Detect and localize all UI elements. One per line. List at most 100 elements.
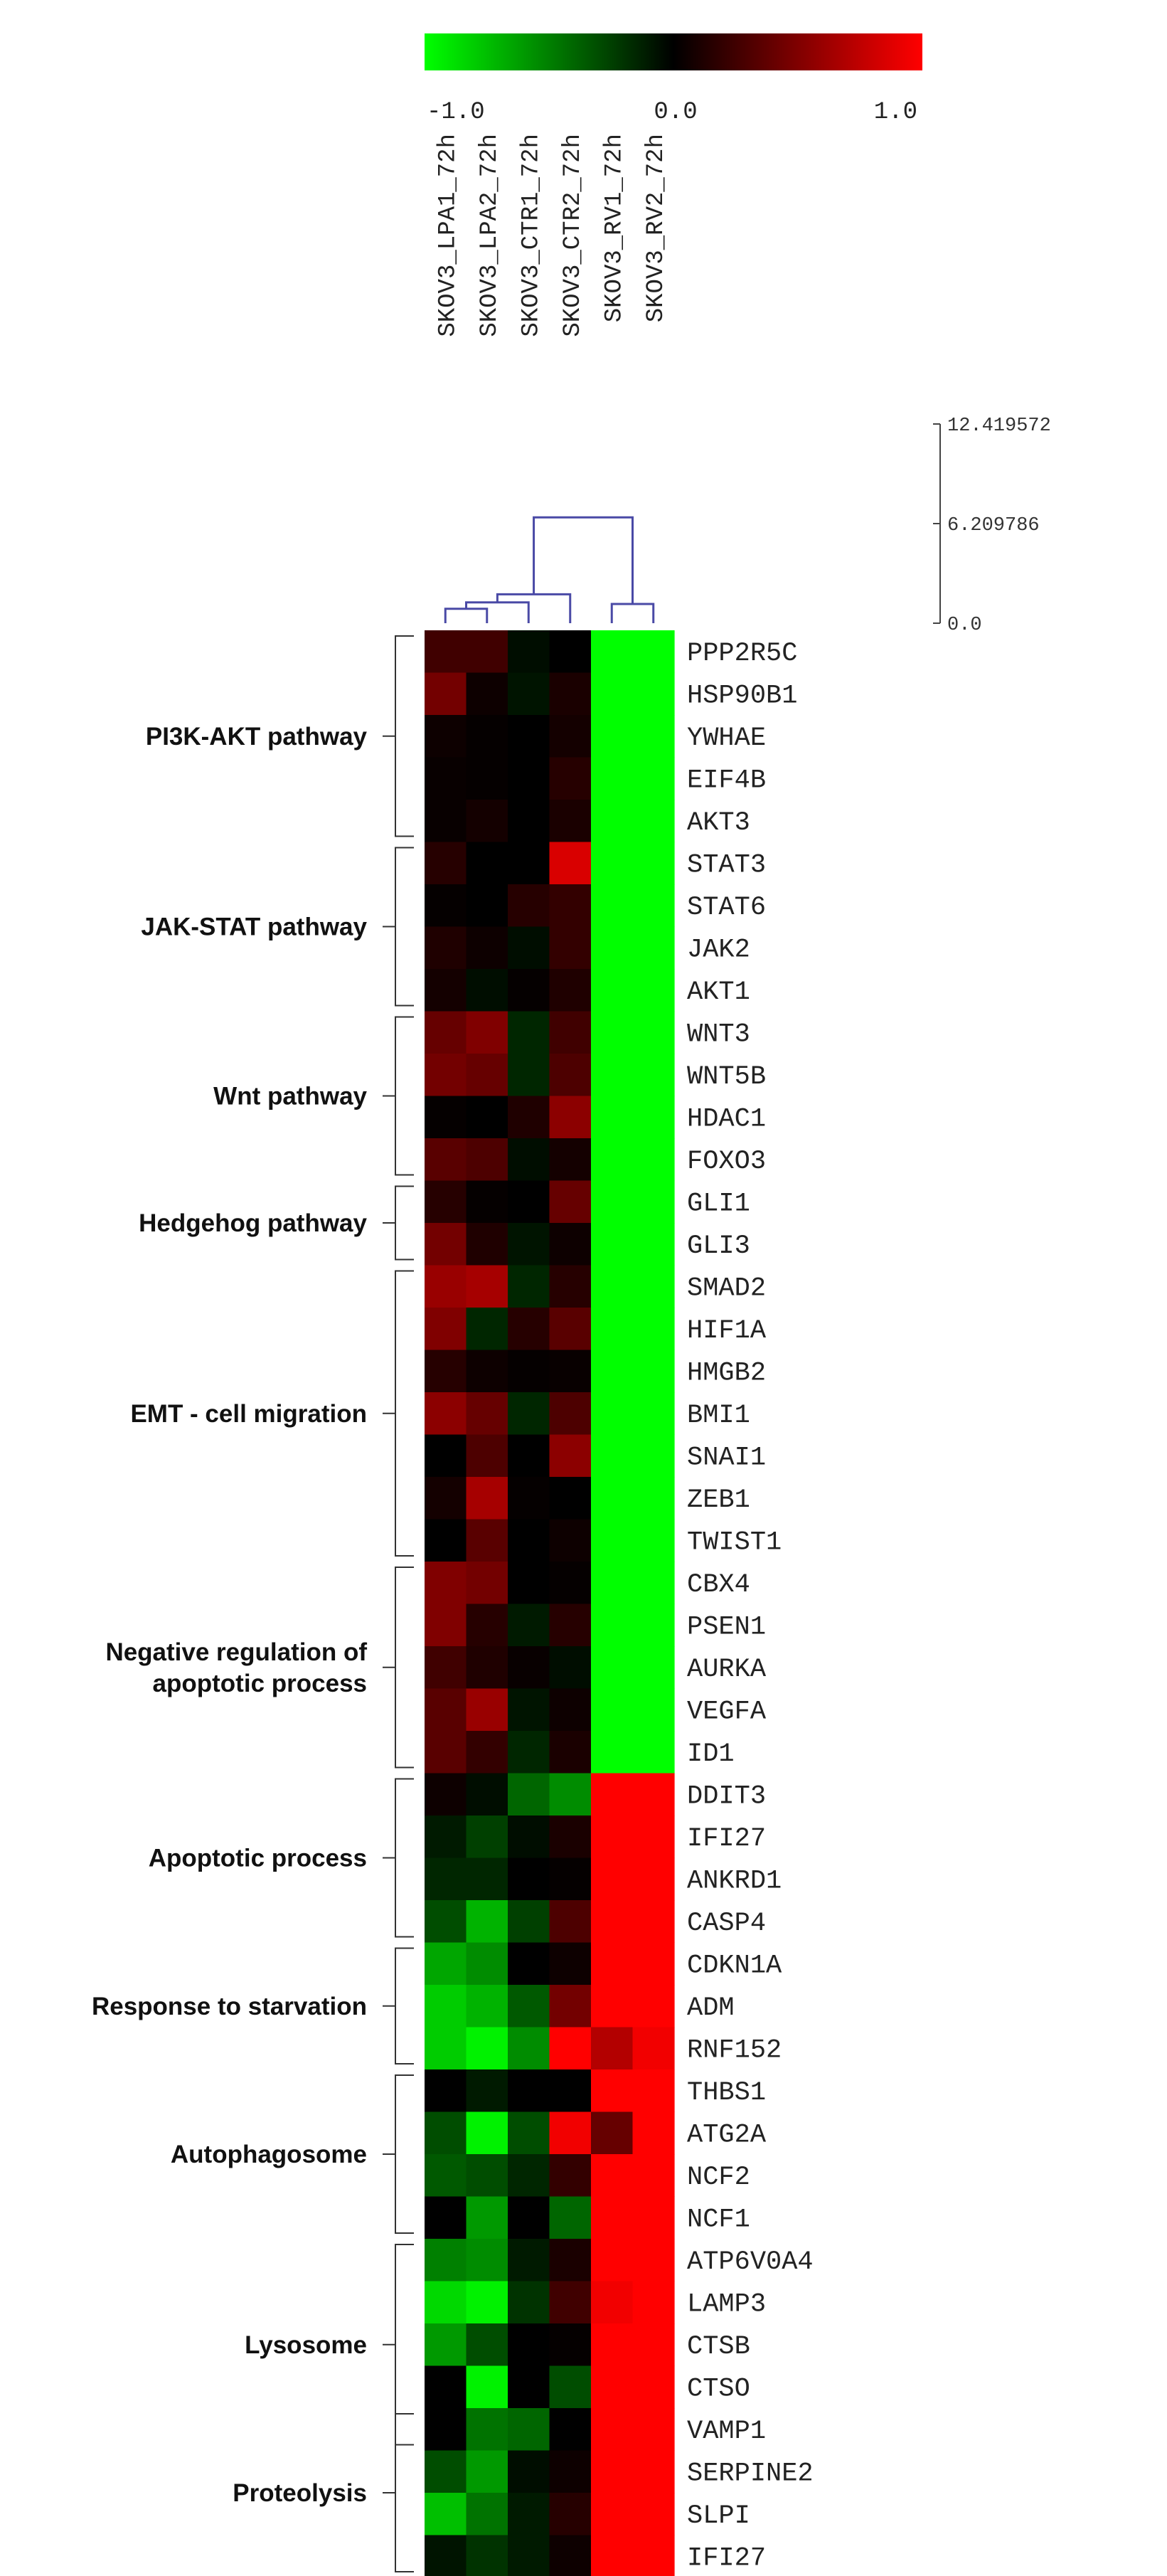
row-label: ADM (687, 1993, 735, 2023)
heatmap-cell (549, 1434, 592, 1478)
heatmap-cell (425, 1223, 467, 1266)
heatmap-cell (632, 1688, 675, 1732)
heatmap-cell (632, 800, 675, 843)
heatmap-cell (466, 1816, 508, 1859)
heatmap-cell (591, 1138, 634, 1182)
heatmap-cell (508, 2154, 550, 2198)
heatmap-cell (466, 1562, 508, 1605)
heatmap-cell (591, 1604, 634, 1647)
heatmap-cell (549, 1054, 592, 1097)
row-label: HSP90B1 (687, 681, 797, 711)
heatmap-cell (632, 2196, 675, 2240)
heatmap-cell (508, 1223, 550, 1266)
heatmap-cell (508, 842, 550, 885)
heatmap-cell (466, 1646, 508, 1690)
heatmap-cell (549, 800, 592, 843)
heatmap-cell (549, 715, 592, 758)
heatmap-cell (632, 969, 675, 1012)
heatmap-cell (591, 2493, 634, 2536)
heatmap-cell (632, 2239, 675, 2282)
heatmap-cell (549, 2027, 592, 2070)
row-label: SNAI1 (687, 1443, 766, 1473)
heatmap-cells (425, 630, 675, 2576)
heatmap-cell (549, 2408, 592, 2452)
heatmap-cell (425, 1477, 467, 1520)
row-label: CTSB (687, 2332, 750, 2362)
heatmap-cell (632, 1900, 675, 1944)
heatmap-cell (632, 1731, 675, 1774)
heatmap-cell (508, 1138, 550, 1182)
heatmap-cell (425, 1900, 467, 1944)
heatmap-cell (591, 1011, 634, 1054)
row-label: VEGFA (687, 1697, 767, 1727)
heatmap-cell (425, 1054, 467, 1097)
row-label: ID1 (687, 1739, 735, 1769)
row-group-label: Apoptotic process (149, 1845, 367, 1872)
heatmap-cell (549, 1900, 592, 1944)
heatmap-cell (632, 1604, 675, 1647)
heatmap-cell (549, 1519, 592, 1562)
heatmap-cell (466, 1265, 508, 1308)
row-label: ATP6V0A4 (687, 2247, 814, 2277)
heatmap-cell (425, 2111, 467, 2155)
heatmap-cell (591, 2069, 634, 2113)
heatmap-cell (591, 2027, 634, 2070)
heatmap-cell (632, 1308, 675, 1351)
heatmap-cell (549, 1816, 592, 1859)
heatmap-cell (508, 2239, 550, 2282)
heatmap-cell (508, 1011, 550, 1054)
row-label: LAMP3 (687, 2289, 766, 2319)
heatmap-cell (466, 1688, 508, 1732)
row-label: NCF1 (687, 2205, 750, 2235)
heatmap-cell (425, 2450, 467, 2493)
row-label: AKT1 (687, 977, 750, 1007)
heatmap-cell (508, 1900, 550, 1944)
heatmap-cell (466, 2069, 508, 2113)
heatmap-cell (508, 926, 550, 970)
heatmap-cell (632, 1350, 675, 1393)
row-label: IFI27 (687, 1824, 766, 1854)
heatmap-cell (425, 2069, 467, 2113)
heatmap-cell (549, 842, 592, 885)
dendrogram-scale: 12.419572 6.209786 0.0 (933, 415, 1051, 636)
dendrogram-scale-label: 0.0 (947, 615, 982, 636)
heatmap-cell (632, 926, 675, 970)
heatmap-cell (508, 2069, 550, 2113)
heatmap-cell (591, 2281, 634, 2324)
heatmap-cell (466, 1138, 508, 1182)
heatmap-cell (466, 842, 508, 885)
column-dendrogram (444, 516, 655, 623)
heatmap-cell (591, 1054, 634, 1097)
heatmap-cell (591, 1223, 634, 1266)
heatmap-cell (632, 1392, 675, 1436)
heatmap-cell (425, 1434, 467, 1478)
dendrogram-scale-label: 12.419572 (947, 415, 1051, 437)
heatmap-cell (591, 1985, 634, 2028)
row-group-bracket (383, 1567, 414, 1769)
heatmap-cell (591, 1857, 634, 1901)
heatmap-cell (425, 1138, 467, 1182)
row-group-bracket (383, 1778, 414, 1938)
heatmap-cell (425, 1646, 467, 1690)
row-label: CDKN1A (687, 1951, 782, 1981)
heatmap-cell (632, 1477, 675, 1520)
heatmap-cell (508, 1857, 550, 1901)
heatmap-cell (508, 2323, 550, 2367)
heatmap-cell (425, 1604, 467, 1647)
row-label: TWIST1 (687, 1527, 782, 1557)
heatmap-cell (425, 1011, 467, 1054)
heatmap-cell (508, 1688, 550, 1732)
heatmap-cell (425, 1096, 467, 1139)
heatmap-cell (466, 2281, 508, 2324)
heatmap-cell (425, 926, 467, 970)
heatmap-cell (549, 2493, 592, 2536)
heatmap-cell (632, 1562, 675, 1605)
heatmap-cell (425, 1308, 467, 1351)
heatmap-cell (549, 1308, 592, 1351)
color-scale-legend: -1.0 0.0 1.0 (425, 33, 922, 126)
heatmap-cell (466, 800, 508, 843)
heatmap-cell (591, 2450, 634, 2493)
heatmap-cell (549, 1773, 592, 1816)
heatmap-cell (466, 1773, 508, 1816)
heatmap-cell (508, 1392, 550, 1436)
